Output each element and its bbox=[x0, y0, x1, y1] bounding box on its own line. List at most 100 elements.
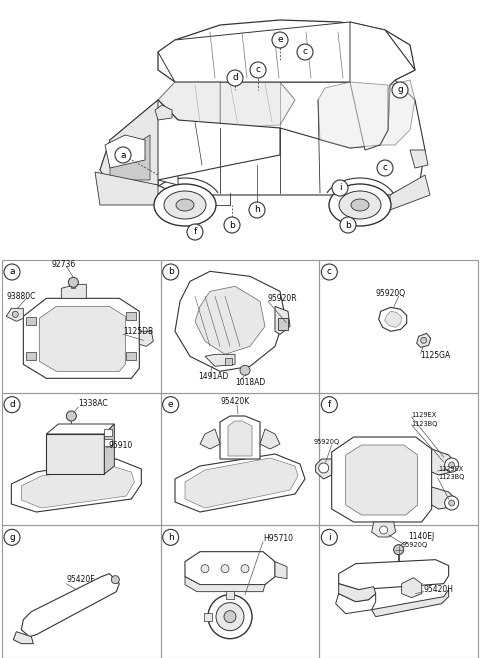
Text: e: e bbox=[277, 36, 283, 45]
Text: 1123BQ: 1123BQ bbox=[439, 474, 465, 480]
Circle shape bbox=[319, 463, 329, 473]
Polygon shape bbox=[402, 578, 421, 597]
Text: f: f bbox=[193, 228, 197, 236]
Text: f: f bbox=[328, 400, 331, 409]
Polygon shape bbox=[100, 100, 158, 185]
Polygon shape bbox=[275, 307, 290, 334]
Bar bbox=[319, 393, 478, 525]
Text: 1125GA: 1125GA bbox=[420, 351, 451, 360]
Polygon shape bbox=[21, 574, 120, 637]
Polygon shape bbox=[332, 437, 432, 522]
Bar bbox=[2, 525, 161, 658]
Bar bbox=[104, 429, 112, 436]
Ellipse shape bbox=[154, 184, 216, 226]
Circle shape bbox=[4, 397, 20, 413]
Text: b: b bbox=[229, 220, 235, 230]
Polygon shape bbox=[158, 80, 425, 195]
Circle shape bbox=[444, 458, 459, 472]
Polygon shape bbox=[350, 22, 415, 150]
Polygon shape bbox=[410, 150, 428, 168]
Circle shape bbox=[224, 611, 236, 622]
Text: 1140EJ: 1140EJ bbox=[408, 532, 435, 541]
Polygon shape bbox=[100, 100, 280, 180]
Circle shape bbox=[332, 180, 348, 196]
Circle shape bbox=[340, 217, 356, 233]
Text: 95920Q: 95920Q bbox=[313, 439, 340, 445]
Text: g: g bbox=[9, 533, 15, 542]
Polygon shape bbox=[185, 458, 298, 508]
Circle shape bbox=[449, 500, 455, 506]
Circle shape bbox=[321, 529, 337, 545]
Circle shape bbox=[449, 462, 455, 468]
Circle shape bbox=[216, 603, 244, 630]
Text: b: b bbox=[345, 220, 351, 230]
Polygon shape bbox=[47, 434, 104, 474]
Circle shape bbox=[380, 526, 388, 534]
Circle shape bbox=[394, 545, 404, 555]
Polygon shape bbox=[13, 632, 33, 644]
Text: H95710: H95710 bbox=[263, 534, 293, 543]
Text: 1491AD: 1491AD bbox=[198, 372, 228, 381]
Text: 95420K: 95420K bbox=[220, 397, 250, 407]
Polygon shape bbox=[195, 286, 265, 355]
Text: 95920Q: 95920Q bbox=[402, 542, 428, 548]
Polygon shape bbox=[228, 421, 252, 456]
Polygon shape bbox=[260, 429, 280, 449]
Circle shape bbox=[420, 338, 427, 343]
Ellipse shape bbox=[339, 191, 381, 219]
Bar bbox=[226, 591, 234, 599]
Circle shape bbox=[241, 565, 249, 572]
Text: h: h bbox=[254, 205, 260, 215]
Bar bbox=[26, 352, 36, 361]
Polygon shape bbox=[200, 429, 220, 449]
Circle shape bbox=[221, 565, 229, 572]
Text: b: b bbox=[168, 268, 174, 276]
Polygon shape bbox=[339, 584, 376, 601]
Polygon shape bbox=[380, 80, 415, 145]
Polygon shape bbox=[155, 105, 172, 120]
Polygon shape bbox=[104, 424, 114, 474]
Polygon shape bbox=[158, 100, 178, 185]
Circle shape bbox=[163, 529, 179, 545]
Circle shape bbox=[187, 224, 203, 240]
Bar bbox=[319, 525, 478, 658]
Polygon shape bbox=[336, 594, 376, 614]
Polygon shape bbox=[175, 271, 285, 371]
Polygon shape bbox=[158, 22, 415, 82]
Polygon shape bbox=[316, 459, 332, 479]
Text: 95920R: 95920R bbox=[268, 294, 298, 303]
Polygon shape bbox=[12, 459, 141, 512]
Text: i: i bbox=[339, 184, 341, 193]
Bar bbox=[161, 393, 319, 525]
Text: c: c bbox=[327, 268, 332, 276]
Polygon shape bbox=[432, 487, 456, 509]
Bar bbox=[126, 352, 136, 361]
Circle shape bbox=[201, 565, 209, 572]
Text: 1125DB: 1125DB bbox=[123, 327, 154, 336]
Circle shape bbox=[297, 44, 313, 60]
Circle shape bbox=[4, 264, 20, 280]
Polygon shape bbox=[95, 172, 158, 205]
Polygon shape bbox=[61, 284, 86, 298]
Circle shape bbox=[224, 217, 240, 233]
Circle shape bbox=[111, 576, 120, 584]
Text: h: h bbox=[168, 533, 174, 542]
Polygon shape bbox=[158, 82, 295, 128]
Text: c: c bbox=[302, 47, 308, 57]
Polygon shape bbox=[47, 424, 114, 434]
Circle shape bbox=[115, 147, 131, 163]
Text: a: a bbox=[9, 268, 15, 276]
Polygon shape bbox=[220, 82, 280, 128]
Text: 1338AC: 1338AC bbox=[78, 399, 108, 409]
Text: 95420F: 95420F bbox=[66, 575, 95, 584]
Text: 93880C: 93880C bbox=[6, 292, 36, 301]
Circle shape bbox=[392, 82, 408, 98]
Text: 1129EX: 1129EX bbox=[439, 466, 464, 472]
Ellipse shape bbox=[351, 199, 369, 211]
Circle shape bbox=[208, 595, 252, 639]
Text: a: a bbox=[120, 151, 126, 159]
Circle shape bbox=[227, 70, 243, 86]
Bar bbox=[161, 525, 319, 658]
Circle shape bbox=[321, 264, 337, 280]
Circle shape bbox=[12, 311, 18, 317]
